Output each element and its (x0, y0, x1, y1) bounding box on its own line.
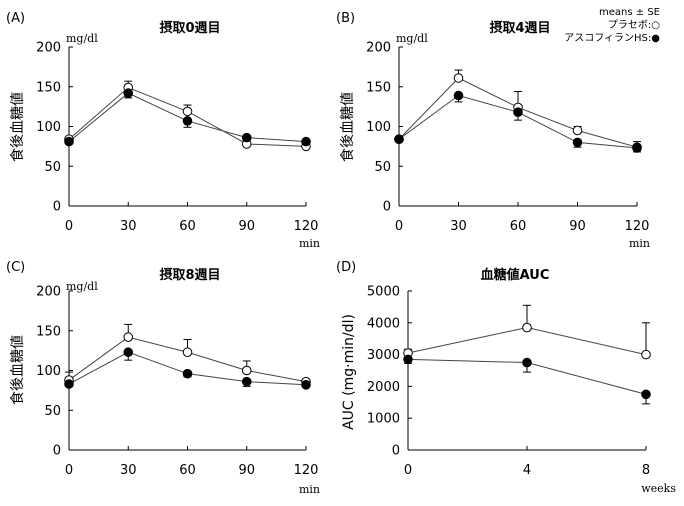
legend: means ± SE プラセボ:○ アスコフィランHS:● (564, 7, 660, 44)
x-tick-label: 120 (294, 463, 319, 478)
y-tick-label: 150 (366, 80, 391, 95)
x-tick-label: 120 (625, 219, 650, 234)
data-point-ascofuranone (632, 143, 642, 153)
plot-area-a: 0 50 100 150 200 0 30 60 90 120 (36, 41, 318, 235)
data-point-ascofuranone (394, 134, 404, 145)
y-axis-label: 食後血糖値 (9, 335, 26, 405)
panel-label: (B) (336, 11, 355, 26)
data-point-ascofuranone (123, 88, 134, 98)
x-tick-label: 60 (179, 219, 196, 234)
data-point-ascofuranone (123, 347, 134, 358)
panel-label: (D) (336, 260, 356, 275)
data-point-ascofuranone (301, 380, 311, 390)
plot-area-b: 0 50 100 150 200 0 30 60 90 120 (366, 41, 649, 235)
y-axis-label: 食後血糖値 (339, 92, 356, 162)
y-tick-label: 5000 (367, 285, 400, 300)
legend-placebo: プラセボ:○ (608, 19, 660, 31)
x-tick-label: 30 (120, 219, 137, 234)
panel-c: (C) 摂取8週目 mg/dl 食後血糖値 min 0 50 100 150 200 0 3… (6, 260, 320, 496)
panel-d: (D) 血糖値AUC AUC (mg·min/dl) weeks 0 1000 20… (336, 260, 676, 495)
y-tick-label: 0 (53, 444, 61, 459)
x-tick-label: 4 (523, 463, 531, 478)
data-point-ascofuranone (64, 379, 74, 389)
y-axis-label: 食後血糖値 (9, 92, 26, 162)
x-tick-label: 0 (65, 463, 73, 478)
y-tick-label: 150 (36, 324, 61, 339)
data-point-ascofuranone (182, 116, 193, 126)
y-tick-label: 50 (44, 404, 61, 419)
y-tick-label: 4000 (367, 316, 400, 331)
panel-label: (C) (6, 260, 25, 275)
x-axis-label: min (299, 237, 320, 250)
y-tick-label: 100 (366, 120, 391, 135)
y-tick-label: 1000 (367, 412, 400, 427)
x-tick-label: 120 (294, 219, 319, 234)
x-tick-label: 30 (120, 463, 137, 478)
x-tick-label: 90 (569, 219, 586, 234)
data-point-ascofuranone (641, 389, 651, 400)
chart-title: 摂取0週目 (159, 20, 220, 36)
data-point-ascofuranone (64, 136, 74, 147)
data-point-ascofuranone (241, 132, 252, 143)
plot-area-c: 0 50 100 150 200 0 30 60 90 120 (36, 285, 318, 479)
data-point-placebo (522, 322, 532, 333)
chart-title: 摂取8週目 (159, 267, 220, 283)
y-axis-label: AUC (mg·min/dl) (341, 314, 357, 430)
y-tick-label: 200 (366, 41, 391, 56)
data-point-placebo (641, 349, 651, 360)
data-point-ascofuranone (403, 354, 413, 365)
panel-label: (A) (6, 11, 25, 26)
y-tick-label: 50 (44, 160, 61, 175)
plot-area-d: 0 1000 2000 3000 4000 5000 0 4 8 (367, 285, 651, 478)
x-tick-label: 0 (404, 463, 412, 478)
legend-ascofuranone: アスコフィランHS:● (564, 32, 660, 44)
x-tick-label: 90 (238, 219, 255, 234)
y-tick-label: 0 (392, 444, 400, 459)
x-tick-label: 30 (450, 219, 467, 234)
y-tick-label: 2000 (367, 380, 400, 395)
x-axis-label: weeks (641, 482, 676, 495)
data-point-ascofuranone (572, 137, 583, 148)
data-point-ascofuranone (241, 376, 252, 387)
x-tick-label: 0 (65, 219, 73, 234)
y-tick-label: 3000 (367, 348, 400, 363)
y-tick-label: 150 (36, 80, 61, 95)
y-tick-label: 200 (36, 41, 61, 56)
data-point-placebo (182, 347, 193, 358)
x-tick-label: 0 (395, 219, 403, 234)
y-tick-label: 0 (53, 200, 61, 215)
y-tick-label: 200 (36, 285, 61, 300)
data-point-ascofuranone (513, 107, 523, 117)
y-unit: mg/dl (396, 32, 428, 45)
legend-stat: means ± SE (599, 7, 660, 18)
data-point-ascofuranone (301, 136, 311, 147)
series-line-ascofuranone (68, 351, 307, 386)
panel-b: (B) 摂取4週目 mg/dl 食後血糖値 min 0 50 100 150 200 0 3… (336, 11, 650, 250)
data-point-placebo (123, 332, 134, 342)
data-point-ascofuranone (522, 357, 532, 368)
x-tick-label: 90 (238, 463, 255, 478)
y-unit: mg/dl (66, 280, 98, 293)
chart-title: 血糖値AUC (481, 267, 550, 283)
y-tick-label: 50 (374, 160, 391, 175)
y-unit: mg/dl (66, 32, 98, 45)
data-point-placebo (572, 125, 583, 136)
data-point-ascofuranone (453, 90, 464, 101)
data-point-placebo (453, 73, 464, 83)
data-point-ascofuranone (182, 368, 193, 379)
x-tick-label: 8 (642, 463, 650, 478)
y-tick-label: 100 (36, 120, 61, 135)
y-tick-label: 100 (36, 364, 61, 379)
x-axis-label: min (299, 483, 320, 496)
chart-title: 摂取4週目 (489, 20, 550, 36)
y-tick-label: 0 (383, 200, 391, 215)
panel-a: (A) 摂取0週目 mg/dl 食後血糖値 min 0 50 100 150 200 0 3… (6, 11, 320, 250)
data-point-placebo (241, 365, 252, 376)
x-axis-label: min (629, 237, 650, 250)
x-tick-label: 60 (510, 219, 527, 234)
data-point-placebo (182, 106, 193, 117)
x-tick-label: 60 (179, 463, 196, 478)
